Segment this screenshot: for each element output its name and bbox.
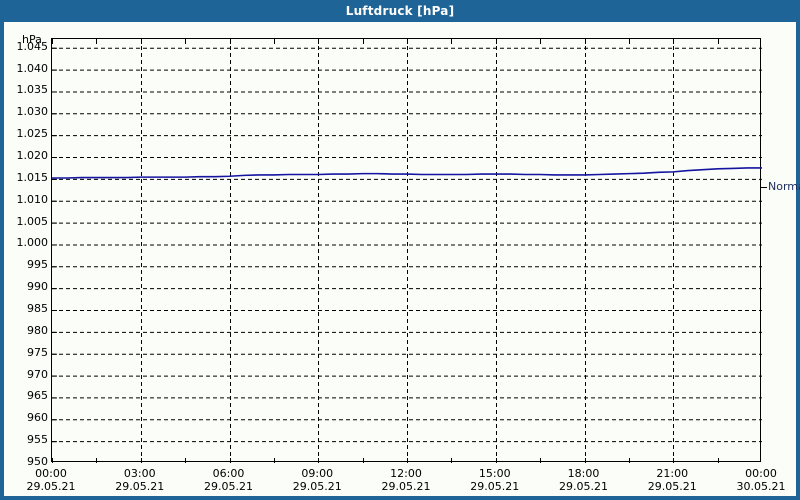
y-axis-tick-label: 1.035 <box>16 83 49 97</box>
x-tick-time: 12:00 <box>390 467 422 480</box>
normal-pressure-marker: Normal <box>761 0 800 500</box>
x-tick-time: 06:00 <box>212 467 245 480</box>
y-axis-tick-label: 985 <box>27 302 48 315</box>
x-tick-date: 29.05.21 <box>470 480 520 493</box>
grid-lines <box>52 39 762 463</box>
x-tick-time: 03:00 <box>123 467 156 480</box>
x-axis-tick-label: 03:00 29.05.21 <box>95 467 185 493</box>
x-tick-date: 29.05.21 <box>26 480 76 493</box>
x-axis-tick-label: 06:00 29.05.21 <box>184 467 274 493</box>
y-axis-tick-label: 960 <box>27 411 48 425</box>
y-axis-tick-label: 975 <box>27 345 48 359</box>
y-axis-tick-label: 980 <box>27 323 48 337</box>
x-axis-tick-label: 09:00 29.05.21 <box>272 467 362 493</box>
y-axis-tick-label: 970 <box>27 367 48 381</box>
y-axis-tick-label: 950 <box>27 455 48 468</box>
normal-tick-mark <box>761 187 767 188</box>
y-axis-tick-label: 1.010 <box>16 192 49 206</box>
y-axis-tick-label: 1.005 <box>16 214 49 228</box>
x-tick-date: 29.05.21 <box>115 480 165 493</box>
x-axis-tick-label: 21:00 29.05.21 <box>627 467 717 493</box>
y-axis-tick-label: 955 <box>27 433 48 447</box>
x-tick-date: 29.05.21 <box>204 480 253 493</box>
x-tick-date: 29.05.21 <box>381 480 431 493</box>
x-tick-time: 09:00 <box>301 467 334 480</box>
x-tick-date: 29.05.21 <box>647 480 697 493</box>
y-axis-unit-label: hPa <box>22 33 42 46</box>
x-tick-time: 18:00 <box>567 467 600 480</box>
y-axis-tick-label: 1.020 <box>16 149 49 163</box>
y-axis-tick-label: 1.045 <box>16 39 49 53</box>
normal-label: Normal <box>768 180 800 193</box>
x-tick-time: 00:00 <box>35 467 67 480</box>
x-tick-time: 00:00 <box>745 467 777 480</box>
y-axis-tick-label: 995 <box>27 258 48 272</box>
x-axis-tick-label: 00:00 29.05.21 <box>6 467 96 493</box>
page-title: Luftdruck [hPa] <box>345 4 455 18</box>
pressure-series-line <box>52 167 762 179</box>
x-axis-tick-label: 12:00 29.05.21 <box>361 467 451 493</box>
window-title-bar: Luftdruck [hPa] <box>0 0 800 22</box>
x-tick-time: 15:00 <box>478 467 511 480</box>
x-axis-tick-label: 15:00 29.05.21 <box>450 467 540 493</box>
y-axis-tick-label: 1.040 <box>16 61 49 75</box>
y-axis-tick-label: 1.015 <box>16 170 49 184</box>
x-axis-tick-label: 18:00 29.05.21 <box>539 467 629 493</box>
y-axis-tick-label: 990 <box>27 280 48 294</box>
y-axis-tick-label: 965 <box>27 389 48 403</box>
x-tick-time: 21:00 <box>656 467 689 480</box>
x-tick-date: 29.05.21 <box>292 480 342 493</box>
x-axis-tick-label: 00:00 30.05.21 <box>716 467 800 493</box>
x-axis-tick-labels: 00:00 29.05.21 03:00 29.05.21 06:00 29.05.21 0… <box>4 0 800 500</box>
plot-area <box>51 38 762 463</box>
y-axis-tick-label: 1.025 <box>16 127 49 141</box>
y-axis-tick-labels: 1.045 1.040 1.035 1.030 1.025 1.020 1.015 1.010… <box>4 0 49 500</box>
x-tick-date: 30.05.21 <box>736 480 786 493</box>
x-tick-date: 29.05.21 <box>559 480 608 493</box>
y-axis-tick-label: 1.030 <box>16 105 49 119</box>
y-axis-tick-label: 1.000 <box>16 236 49 250</box>
